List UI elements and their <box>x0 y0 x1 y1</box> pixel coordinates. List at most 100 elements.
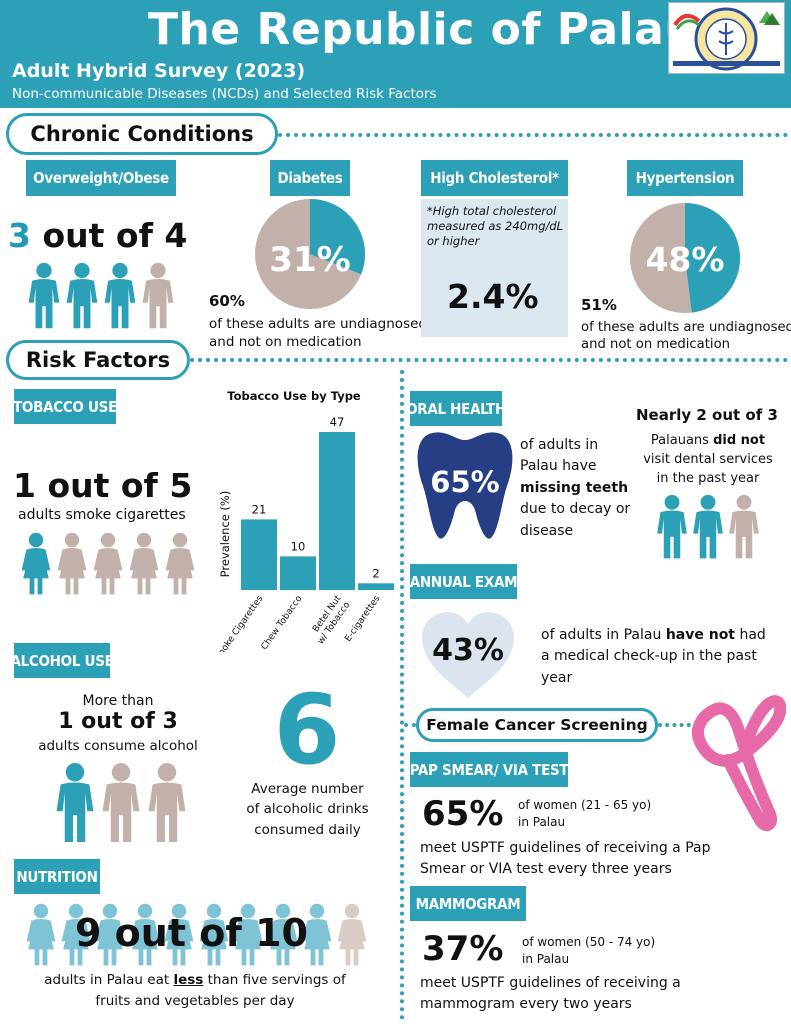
divider <box>404 723 416 727</box>
chart-title: Tobacco Use by Type <box>227 389 361 403</box>
diabetes-percent: 31% <box>269 240 350 280</box>
oral-nearly-stat: Nearly 2 out of 3 <box>636 406 778 424</box>
label-pap-smear: PAP SMEAR/ VIA TEST <box>410 752 569 787</box>
overweight-stat-rest: out of 4 <box>42 216 188 255</box>
diabetes-pie-chart: 31% <box>255 199 366 309</box>
hypertension-slice <box>685 203 741 313</box>
mammogram-age-2: in Palau <box>522 952 570 966</box>
nutrition-stat: 9 out of 10 <box>75 911 308 955</box>
person-icon <box>231 903 265 971</box>
alcohol-avg-text-1: Average number <box>251 781 364 797</box>
overweight-stat-number: 3 <box>8 216 31 255</box>
oral-percent: 65% <box>430 465 499 499</box>
person-icon <box>26 262 62 334</box>
chart-ylabel: Prevalence (%) <box>218 491 232 578</box>
bar-value-label: 47 <box>330 415 345 429</box>
exam-text-1c: had <box>735 627 766 643</box>
pap-age-1: of women (21 - 65 yo) <box>518 798 652 812</box>
alcohol-pre: More than <box>82 693 154 709</box>
alcohol-big-number: 6 <box>273 674 341 786</box>
exam-percent: 43% <box>432 633 504 668</box>
bar <box>280 556 316 590</box>
oral-nearly-text-2: visit dental services <box>643 452 773 467</box>
vertical-divider <box>400 370 404 1020</box>
person-icon <box>24 903 58 971</box>
bar <box>319 432 355 590</box>
pink-ribbon-icon <box>691 695 786 832</box>
bar-value-label: 21 <box>252 502 267 516</box>
mammogram-text-1: meet USPTF guidelines of receiving a <box>420 975 681 991</box>
person-icon <box>300 903 334 971</box>
oral-nearly-did-not: did not <box>713 433 766 448</box>
person-icon <box>53 762 97 848</box>
label-alcohol-use: ALCOHOL USE <box>10 643 114 678</box>
pap-text-1: meet USPTF guidelines of receiving a Pap <box>420 840 711 856</box>
divider <box>278 133 788 137</box>
diabetes-undiagnosed-text-2: and not on medication <box>209 334 362 350</box>
cholesterol-note-1: *High total cholesterol <box>427 204 557 218</box>
nutrition-text-2: fruits and vegetables per day <box>95 993 295 1009</box>
cholesterol-percent: 2.4% <box>447 277 539 316</box>
label-diabetes: Diabetes <box>270 160 350 196</box>
person-icon <box>726 494 762 564</box>
pap-percent: 65% <box>422 794 504 834</box>
exam-text-1: of adults in Palau have not had <box>541 627 766 643</box>
person-icon <box>90 532 126 600</box>
person-icon <box>654 494 690 564</box>
diabetes-undiagnosed-text-1: of these adults are undiagnosed <box>209 316 427 332</box>
nutrition-text-1c: than five servings of <box>203 972 346 988</box>
bar <box>241 519 277 590</box>
divider <box>658 723 698 727</box>
tobacco-text: adults smoke cigarettes <box>18 507 186 523</box>
exam-text-1a: of adults in Palau <box>541 627 666 643</box>
hypertension-undiagnosed-text-2: and not on medication <box>581 337 730 352</box>
bar-value-label: 2 <box>372 566 379 580</box>
divider <box>190 358 788 362</box>
diabetes-undiagnosed-pct: 60% <box>209 292 245 310</box>
seal-icon <box>673 7 780 71</box>
nutrition-text-less: less <box>173 972 204 988</box>
person-icon <box>128 903 162 971</box>
category-label: Chew Tobacco <box>260 594 305 652</box>
cholesterol-note-3: or higher <box>427 234 480 248</box>
person-icon <box>64 262 100 334</box>
exam-have-not: have not <box>665 627 735 643</box>
oral-nearly-text-3: in the past year <box>656 471 760 486</box>
label-high-cholesterol: High Cholesterol* <box>421 160 568 196</box>
person-icon <box>145 762 189 848</box>
survey-description: Non-communicable Diseases (NCDs) and Sel… <box>12 86 437 102</box>
person-icon <box>690 494 726 564</box>
person-icon <box>126 532 162 600</box>
page-title: The Republic of Palau <box>148 4 697 55</box>
ministry-logo <box>668 2 785 74</box>
diabetes-slice <box>310 199 366 275</box>
hypertension-percent: 48% <box>646 240 725 279</box>
mammogram-text-2: mammogram every two years <box>420 996 632 1012</box>
person-icon <box>335 903 369 971</box>
hypertension-undiagnosed-text-1: of these adults are undiagnosed <box>581 320 791 335</box>
mammogram-age-1: of women (50 - 74 yo) <box>522 935 656 949</box>
oral-text-3: missing teeth <box>520 480 629 496</box>
cholesterol-note-2: measured as 240mg/dL <box>427 219 564 233</box>
alcohol-avg-text-3: consumed daily <box>254 822 361 838</box>
oral-nearly-text-1: Palauans did not <box>628 433 788 448</box>
hypertension-pie-chart: 48% <box>630 203 741 313</box>
tobacco-stat: 1 out of 5 <box>13 466 193 505</box>
person-icon <box>266 903 300 971</box>
label-annual-exam: ANNUAL EXAM <box>410 564 518 599</box>
section-chronic-conditions: Chronic Conditions <box>6 113 278 155</box>
person-icon <box>93 903 127 971</box>
alcohol-avg-text-2: of alcoholic drinks <box>246 801 369 817</box>
exam-text-3: year <box>541 670 573 686</box>
bar-value-label: 10 <box>291 539 306 553</box>
overweight-stat: 3 out of 4 <box>8 216 187 255</box>
tooth-icon: 65% <box>417 432 513 539</box>
mammogram-percent: 37% <box>422 929 504 969</box>
hypertension-undiagnosed-pct: 51% <box>581 296 617 314</box>
person-icon <box>140 262 176 334</box>
person-icon <box>18 532 54 600</box>
label-oral-health: ORAL HEALTH <box>406 391 506 426</box>
oral-text-1: of adults in <box>520 437 599 453</box>
nutrition-text-1a: adults in Palau eat <box>44 972 174 988</box>
cholesterol-box: *High total cholesterol measured as 240m… <box>421 199 568 337</box>
